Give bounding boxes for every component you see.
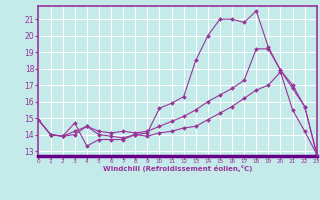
X-axis label: Windchill (Refroidissement éolien,°C): Windchill (Refroidissement éolien,°C) — [103, 165, 252, 172]
